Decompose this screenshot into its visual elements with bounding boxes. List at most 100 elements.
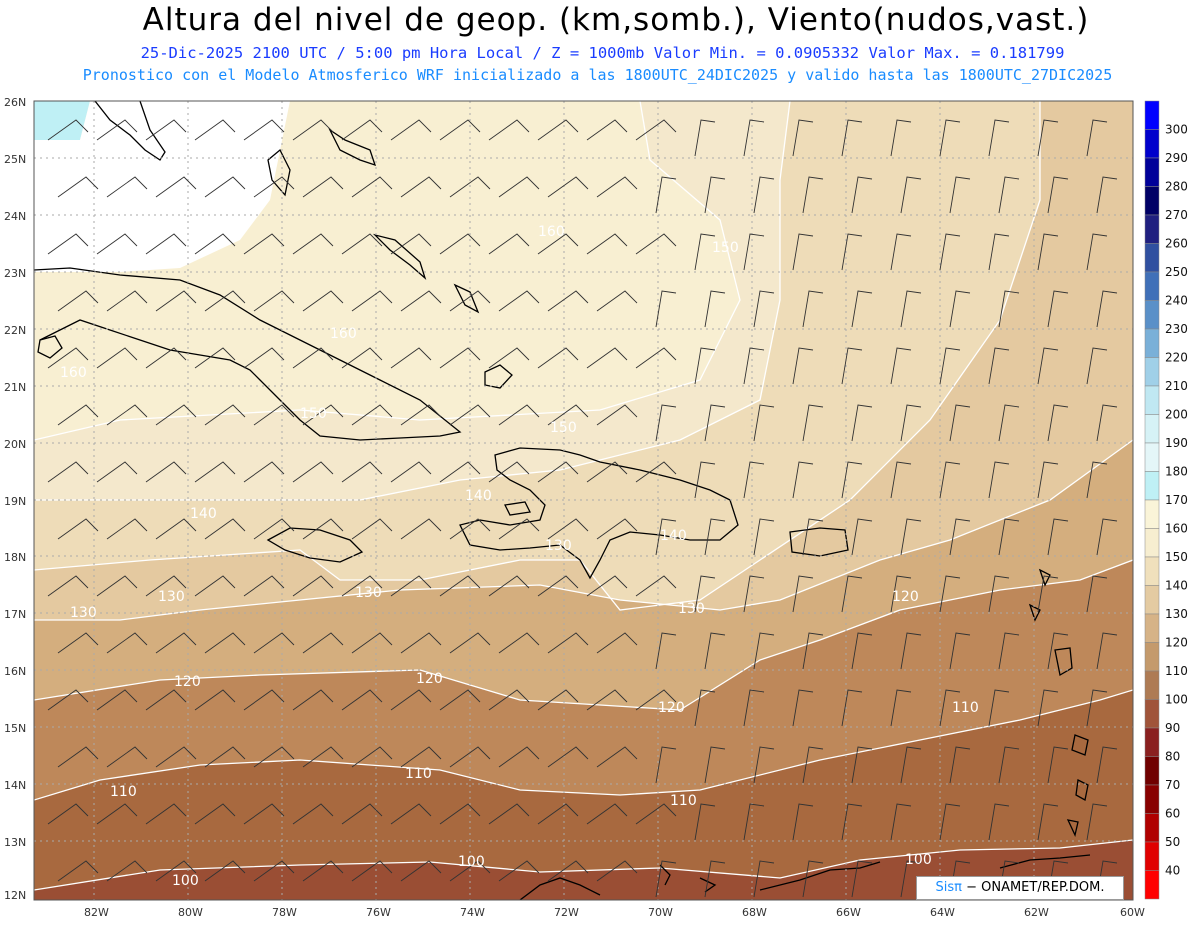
colorbar-label: 270 <box>1165 208 1188 222</box>
wind-barb <box>204 404 246 426</box>
credit-box: Sisπ − ONAMET/REP.DOM. <box>916 876 1124 900</box>
wind-barb <box>939 233 961 271</box>
contour-label: 130 <box>355 585 382 601</box>
wind-barb <box>351 518 393 540</box>
coastlines <box>34 101 1091 900</box>
lat-label: 15N <box>4 722 26 735</box>
contour-label: 160 <box>330 326 357 342</box>
wind-barb <box>939 689 961 727</box>
wind-barb <box>890 233 912 271</box>
colorbar-label: 170 <box>1165 493 1188 507</box>
colorbar-swatch <box>1144 214 1160 244</box>
wind-barb <box>96 347 138 369</box>
wind-barb <box>890 461 912 499</box>
wind-barb <box>851 632 873 670</box>
lon-label: 60W <box>1120 906 1145 919</box>
wind-barb <box>155 290 197 312</box>
colorbar-label: 290 <box>1165 151 1188 165</box>
wind-barb <box>586 575 628 597</box>
wind-barb <box>351 176 393 198</box>
wind-barb <box>292 689 334 711</box>
wind-barb <box>341 803 383 825</box>
map-subtitle-model-run: Pronostico con el Modelo Atmosferico WRF… <box>82 66 1113 84</box>
wind-barb <box>998 404 1020 442</box>
wind-barb <box>47 119 89 141</box>
wind-barb <box>351 404 393 426</box>
wind-barb <box>851 746 873 784</box>
colorbar-label: 120 <box>1165 636 1188 650</box>
wind-barb <box>390 119 432 141</box>
wind-barb <box>753 860 775 898</box>
colorbar-swatch <box>1144 870 1160 900</box>
wind-barb <box>292 461 334 483</box>
wind-barb <box>253 176 295 198</box>
wind-barb <box>390 461 432 483</box>
colorbar-label: 180 <box>1165 465 1188 479</box>
wind-barb <box>635 347 677 369</box>
coast-south-america <box>519 854 1091 900</box>
colorbar-swatch <box>1144 670 1160 700</box>
wind-barb <box>704 632 726 670</box>
lon-axis: 82W 80W 78W 76W 74W 72W 70W 68W 66W 64W … <box>84 906 1145 919</box>
coast-hispaniola <box>459 447 739 580</box>
wind-barb <box>900 746 922 784</box>
colorbar-swatch <box>1144 129 1160 159</box>
wind-barb <box>194 233 236 255</box>
wind-barb <box>341 119 383 141</box>
wind-barb <box>449 746 491 768</box>
wind-barb <box>586 689 628 711</box>
lat-label: 17N <box>4 608 26 621</box>
wind-barb <box>851 518 873 556</box>
wind-barb <box>655 632 677 670</box>
colorbar-swatch <box>1144 699 1160 729</box>
wind-barb <box>194 803 236 825</box>
wind-barb <box>1047 746 1069 784</box>
wind-barb <box>655 860 677 898</box>
wind-barb <box>439 803 481 825</box>
coast-bahamas-4 <box>453 283 480 314</box>
wind-barb <box>155 632 197 654</box>
contour-label: 140 <box>465 488 492 504</box>
wind-barb <box>939 803 961 841</box>
wind-barb <box>900 632 922 670</box>
colorbar-swatch <box>1144 414 1160 444</box>
wind-barb <box>145 461 187 483</box>
wind-barb <box>204 746 246 768</box>
wind-barb <box>302 860 344 882</box>
contour-label: 140 <box>190 506 217 522</box>
wind-barb <box>655 176 677 214</box>
wind-barb <box>498 176 540 198</box>
wind-barb <box>488 689 530 711</box>
wind-barb <box>537 347 579 369</box>
wind-barb <box>939 461 961 499</box>
colorbar-swatch <box>1144 642 1160 672</box>
wind-barb <box>439 119 481 141</box>
wind-barb <box>449 404 491 426</box>
wind-barb <box>390 689 432 711</box>
colorbar-swatch <box>1144 784 1160 814</box>
wind-barb <box>900 290 922 328</box>
wind-barb <box>292 803 334 825</box>
wind-barb <box>106 860 148 882</box>
contour-label: 100 <box>905 852 932 868</box>
wind-barb <box>998 290 1020 328</box>
wind-barb <box>949 518 971 556</box>
colorbar-label: 140 <box>1165 579 1188 593</box>
wind-barb <box>792 689 814 727</box>
wind-barb <box>106 290 148 312</box>
wind-barb <box>302 176 344 198</box>
wind-barb <box>743 119 765 157</box>
wind-barb <box>302 290 344 312</box>
colorbar-label: 80 <box>1165 750 1180 764</box>
wind-barb <box>802 290 824 328</box>
colorbar-label: 190 <box>1165 436 1188 450</box>
wind-barb <box>841 803 863 841</box>
wind-barb <box>949 746 971 784</box>
wind-barb <box>145 233 187 255</box>
wind-barb <box>841 347 863 385</box>
wind-barb <box>253 746 295 768</box>
wind-barb <box>939 119 961 157</box>
colorbar-swatch <box>1144 756 1160 786</box>
colorbar-swatch <box>1144 471 1160 501</box>
wind-barb <box>998 632 1020 670</box>
